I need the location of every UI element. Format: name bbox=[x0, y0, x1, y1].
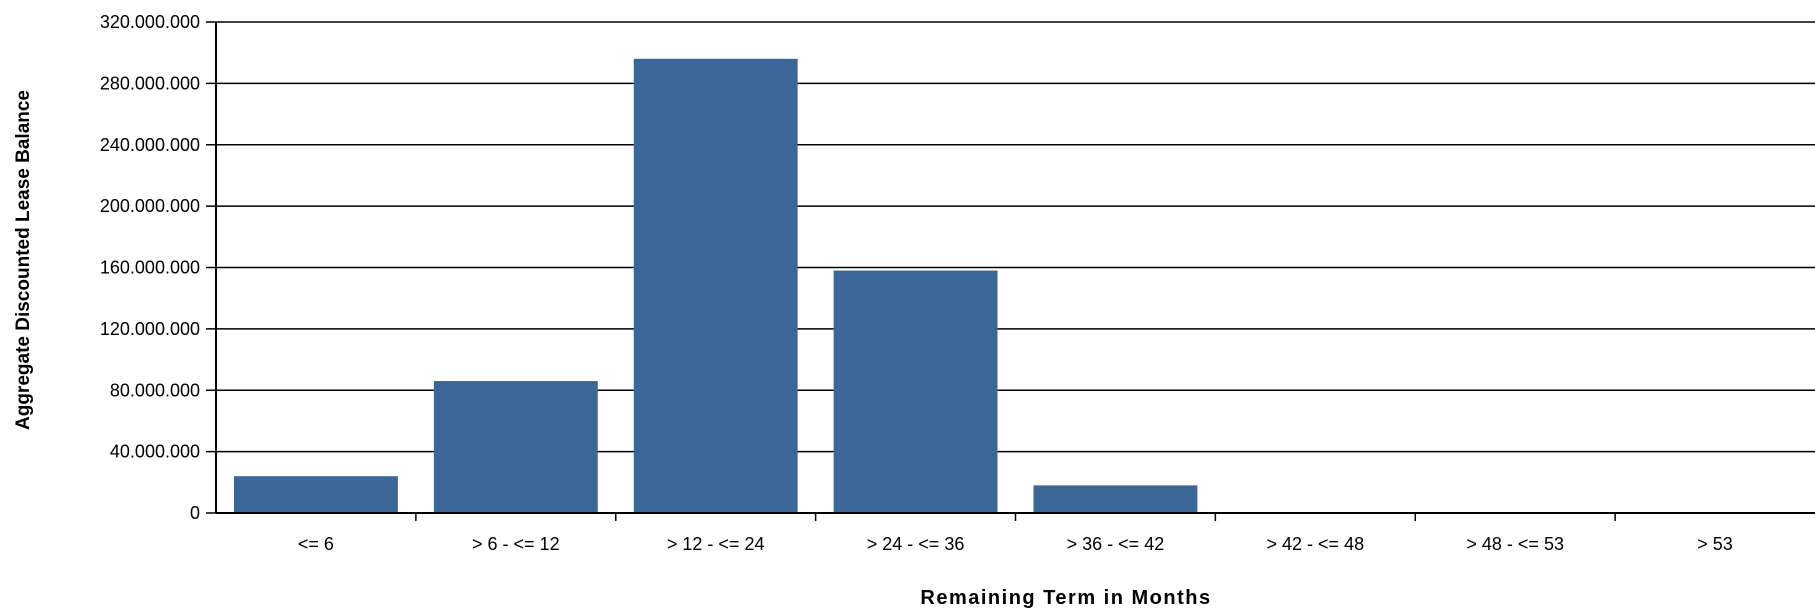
x-tick-label: <= 6 bbox=[298, 534, 334, 554]
bars bbox=[233, 58, 1198, 513]
y-tick-labels: 0 40.000.000 80.000.000 120.000.000 160.000.… bbox=[100, 12, 216, 523]
x-tick-label: > 42 - <= 48 bbox=[1267, 534, 1365, 554]
bar bbox=[633, 58, 798, 513]
x-axis-label: Remaining Term in Months bbox=[920, 587, 1211, 608]
x-tick-label: > 53 bbox=[1697, 534, 1733, 554]
y-tick-label: 0 bbox=[190, 503, 200, 523]
y-tick-label: 320.000.000 bbox=[100, 12, 200, 32]
x-tick-label: > 12 - <= 24 bbox=[667, 534, 765, 554]
y-tick-label: 240.000.000 bbox=[100, 135, 200, 155]
y-tick-label: 80.000.000 bbox=[110, 380, 200, 400]
bar bbox=[233, 476, 398, 513]
bar bbox=[433, 381, 598, 513]
x-tick-label: > 24 - <= 36 bbox=[867, 534, 965, 554]
y-tick-label: 40.000.000 bbox=[110, 442, 200, 462]
bar bbox=[833, 270, 998, 513]
x-tick-labels: <= 6 > 6 - <= 12 > 12 - <= 24 > 24 - <= 36 >… bbox=[298, 513, 1733, 554]
x-tick-label: > 6 - <= 12 bbox=[472, 534, 560, 554]
y-tick-label: 200.000.000 bbox=[100, 196, 200, 216]
x-tick-label: > 48 - <= 53 bbox=[1466, 534, 1564, 554]
y-tick-label: 280.000.000 bbox=[100, 73, 200, 93]
x-tick-label: > 36 - <= 42 bbox=[1067, 534, 1165, 554]
bar bbox=[1033, 485, 1198, 513]
y-axis-label: Aggregate Discounted Lease Balance bbox=[13, 90, 34, 430]
y-tick-label: 160.000.000 bbox=[100, 258, 200, 278]
y-tick-label: 120.000.000 bbox=[100, 319, 200, 339]
